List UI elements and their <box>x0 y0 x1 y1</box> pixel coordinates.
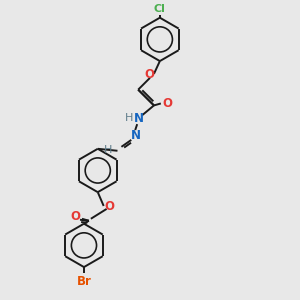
Text: O: O <box>163 97 173 110</box>
Text: Br: Br <box>76 275 92 288</box>
Text: N: N <box>134 112 144 125</box>
Text: H: H <box>125 113 133 123</box>
Text: H: H <box>104 145 112 155</box>
Text: O: O <box>144 68 154 81</box>
Text: O: O <box>70 210 80 223</box>
Text: O: O <box>105 200 115 213</box>
Text: Cl: Cl <box>154 4 166 14</box>
Text: N: N <box>131 130 141 142</box>
